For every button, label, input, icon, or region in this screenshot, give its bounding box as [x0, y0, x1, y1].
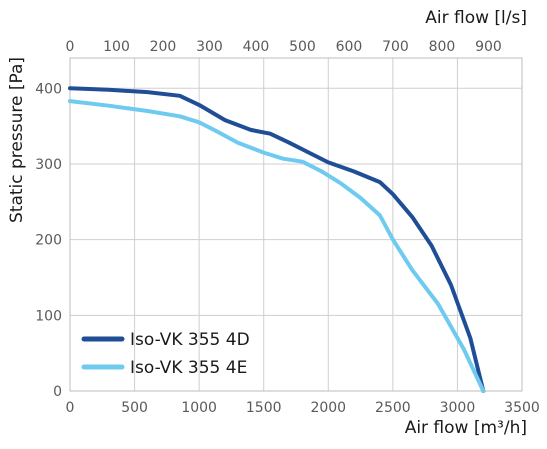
legend-label-series-0: Iso-VK 355 4D	[130, 330, 250, 350]
top-axis-title: Air flow [l/s]	[425, 8, 527, 28]
x-axis-title: Air flow [m³/h]	[405, 418, 527, 438]
x-tick-label: 3500	[504, 400, 540, 416]
legend-label-series-1: Iso-VK 355 4E	[130, 358, 247, 378]
x-tick-label: 1000	[181, 400, 217, 416]
top-tick-label: 500	[289, 39, 316, 55]
series-line-1	[68, 99, 486, 393]
top-tick-label: 700	[382, 39, 409, 55]
top-tick-label: 0	[66, 39, 75, 55]
top-tick-label: 300	[196, 39, 223, 55]
y-tick-label: 400	[35, 81, 62, 97]
series	[68, 86, 486, 393]
legend: Iso-VK 355 4D Iso-VK 355 4E	[81, 330, 250, 378]
grid	[70, 58, 522, 391]
x-tick-label: 500	[121, 400, 148, 416]
y-tick-label: 200	[35, 233, 62, 249]
y-axis-ticks: 0 100 200 300 400	[35, 81, 62, 400]
y-axis-title: Static pressure [Pa]	[7, 57, 27, 223]
y-tick-label: 300	[35, 157, 62, 173]
x-axis-ticks: 0 500 1000 1500 2000 2500 3000 3500	[66, 400, 540, 416]
top-tick-label: 100	[103, 39, 130, 55]
x-tick-label: 0	[66, 400, 75, 416]
x-tick-label: 1500	[246, 400, 282, 416]
x-tick-label: 2500	[375, 400, 411, 416]
series-line-0	[68, 86, 486, 393]
top-tick-label: 400	[243, 39, 270, 55]
x-tick-label: 2000	[310, 400, 346, 416]
top-tick-label: 800	[429, 39, 456, 55]
top-tick-label: 200	[150, 39, 177, 55]
x-tick-label: 3000	[440, 400, 476, 416]
top-axis-ticks: 0 100 200 300 400 500 600 700 800 900	[66, 39, 502, 55]
y-tick-label: 0	[53, 384, 62, 400]
top-tick-label: 600	[336, 39, 363, 55]
plot-frame	[69, 57, 523, 392]
top-tick-label: 900	[475, 39, 502, 55]
y-tick-label: 100	[35, 308, 62, 324]
